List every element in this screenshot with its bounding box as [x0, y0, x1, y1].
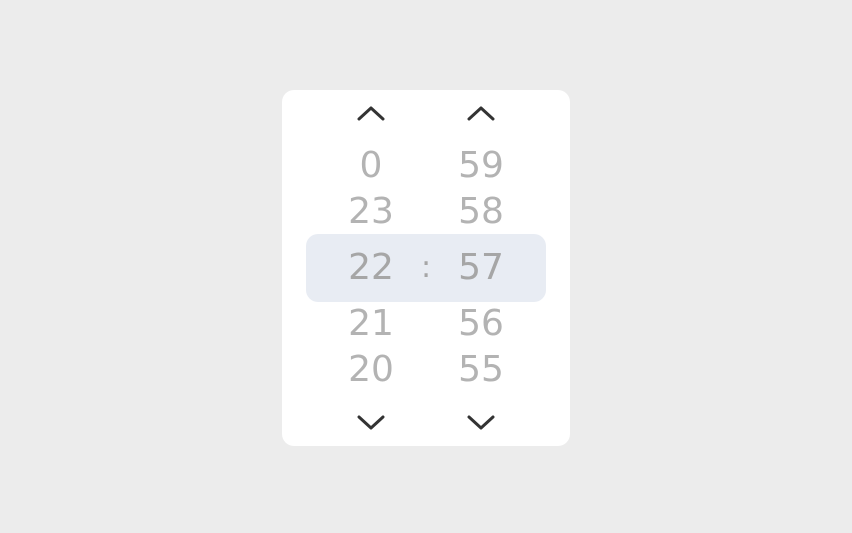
hour-option[interactable]: 20	[348, 349, 394, 390]
selection-highlight	[306, 234, 546, 302]
time-separator: :	[420, 250, 432, 285]
minute-option[interactable]: 55	[458, 349, 504, 390]
chevron-down-icon	[467, 415, 495, 430]
minutes-column[interactable]: 59 58 57 56 55	[426, 90, 536, 446]
chevron-down-icon	[357, 415, 385, 430]
chevron-up-icon	[467, 106, 495, 121]
selected-minute[interactable]: 57	[458, 247, 504, 288]
hour-option[interactable]: 23	[348, 191, 394, 232]
minute-option[interactable]: 58	[458, 191, 504, 232]
minutes-down-button[interactable]	[426, 408, 536, 438]
hour-option[interactable]: 21	[348, 303, 394, 344]
minute-option[interactable]: 59	[458, 145, 504, 186]
hours-column[interactable]: 0 23 22 21 20	[316, 90, 426, 446]
hour-option[interactable]: 0	[359, 145, 383, 186]
minutes-up-button[interactable]	[426, 98, 536, 128]
time-picker: 0 23 22 21 20 : 59 58 57 56 55	[282, 90, 570, 446]
hours-down-button[interactable]	[316, 408, 426, 438]
chevron-up-icon	[357, 106, 385, 121]
selected-hour[interactable]: 22	[348, 247, 394, 288]
minute-option[interactable]: 56	[458, 303, 504, 344]
hours-up-button[interactable]	[316, 98, 426, 128]
